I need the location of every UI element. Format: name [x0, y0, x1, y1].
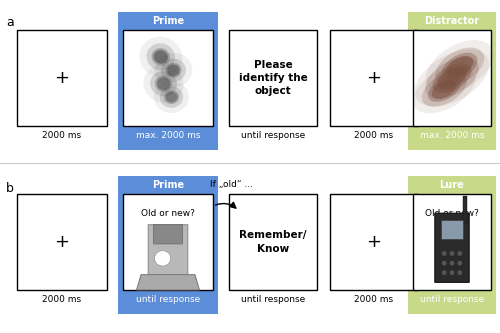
Text: Old or new?: Old or new?: [141, 209, 195, 218]
Ellipse shape: [458, 251, 462, 256]
Text: 2000 ms: 2000 ms: [354, 131, 394, 140]
Ellipse shape: [442, 270, 446, 275]
Bar: [229, 30, 317, 126]
Bar: [413, 30, 491, 126]
Text: max. 2000 ms: max. 2000 ms: [136, 131, 200, 140]
Text: until response: until response: [420, 294, 484, 303]
Ellipse shape: [146, 43, 175, 71]
Text: a: a: [6, 16, 14, 29]
Ellipse shape: [144, 65, 184, 103]
Text: until response: until response: [241, 294, 305, 303]
Bar: [463, 196, 467, 223]
Ellipse shape: [428, 77, 460, 102]
Bar: [12, 176, 112, 314]
Text: +: +: [54, 233, 70, 251]
Ellipse shape: [413, 66, 476, 113]
Ellipse shape: [436, 48, 484, 86]
Ellipse shape: [160, 87, 184, 108]
Text: +: +: [366, 233, 382, 251]
Bar: [118, 12, 218, 150]
Ellipse shape: [161, 59, 186, 82]
Ellipse shape: [432, 63, 472, 93]
Text: Old or new?: Old or new?: [425, 209, 479, 218]
Bar: [330, 30, 418, 126]
Bar: [229, 194, 317, 290]
Polygon shape: [136, 275, 200, 290]
Text: Remember/
Know: Remember/ Know: [240, 230, 307, 254]
Ellipse shape: [154, 251, 170, 266]
Ellipse shape: [414, 50, 490, 107]
Ellipse shape: [155, 76, 172, 92]
Ellipse shape: [442, 261, 446, 265]
Text: +: +: [54, 69, 70, 87]
Ellipse shape: [166, 92, 177, 103]
Ellipse shape: [425, 58, 479, 99]
Text: b: b: [6, 181, 14, 194]
Bar: [17, 194, 107, 290]
Text: 2000 ms: 2000 ms: [42, 294, 82, 303]
Ellipse shape: [437, 67, 467, 89]
Text: If „old“ ...: If „old“ ...: [210, 179, 252, 188]
Text: Please
identify the
object: Please identify the object: [238, 60, 308, 96]
Bar: [408, 12, 496, 150]
Ellipse shape: [165, 63, 182, 78]
Text: Prime: Prime: [152, 180, 184, 190]
Bar: [325, 176, 423, 314]
Ellipse shape: [442, 53, 478, 80]
Ellipse shape: [152, 48, 170, 66]
Ellipse shape: [450, 251, 454, 256]
Text: Distractor: Distractor: [424, 16, 480, 26]
Text: max. 2000 ms: max. 2000 ms: [420, 131, 484, 140]
Ellipse shape: [426, 40, 494, 93]
Ellipse shape: [432, 80, 456, 99]
Bar: [12, 12, 112, 150]
FancyBboxPatch shape: [435, 213, 469, 282]
Ellipse shape: [154, 81, 189, 113]
Ellipse shape: [450, 261, 454, 265]
Bar: [330, 194, 418, 290]
Bar: [17, 30, 107, 126]
Text: until response: until response: [241, 131, 305, 140]
Bar: [441, 220, 463, 239]
Ellipse shape: [154, 50, 168, 64]
Text: +: +: [366, 69, 382, 87]
Bar: [325, 12, 423, 150]
Text: Prime: Prime: [152, 16, 184, 26]
Ellipse shape: [150, 71, 177, 96]
Text: 2000 ms: 2000 ms: [42, 131, 82, 140]
Ellipse shape: [422, 72, 467, 107]
Text: 2000 ms: 2000 ms: [354, 294, 394, 303]
Bar: [123, 194, 213, 290]
Bar: [413, 194, 491, 290]
Ellipse shape: [157, 78, 170, 90]
FancyBboxPatch shape: [148, 225, 188, 275]
Ellipse shape: [140, 37, 182, 77]
Bar: [408, 176, 496, 314]
Ellipse shape: [164, 90, 179, 104]
FancyBboxPatch shape: [154, 225, 182, 244]
Bar: [123, 30, 213, 126]
Bar: [224, 176, 322, 314]
Text: Lure: Lure: [440, 180, 464, 190]
Ellipse shape: [446, 56, 473, 77]
Ellipse shape: [450, 270, 454, 275]
Bar: [118, 176, 218, 314]
Ellipse shape: [167, 65, 179, 76]
Bar: [224, 12, 322, 150]
Ellipse shape: [154, 53, 192, 88]
Ellipse shape: [442, 251, 446, 256]
Ellipse shape: [458, 261, 462, 265]
Text: until response: until response: [136, 294, 200, 303]
Ellipse shape: [458, 270, 462, 275]
